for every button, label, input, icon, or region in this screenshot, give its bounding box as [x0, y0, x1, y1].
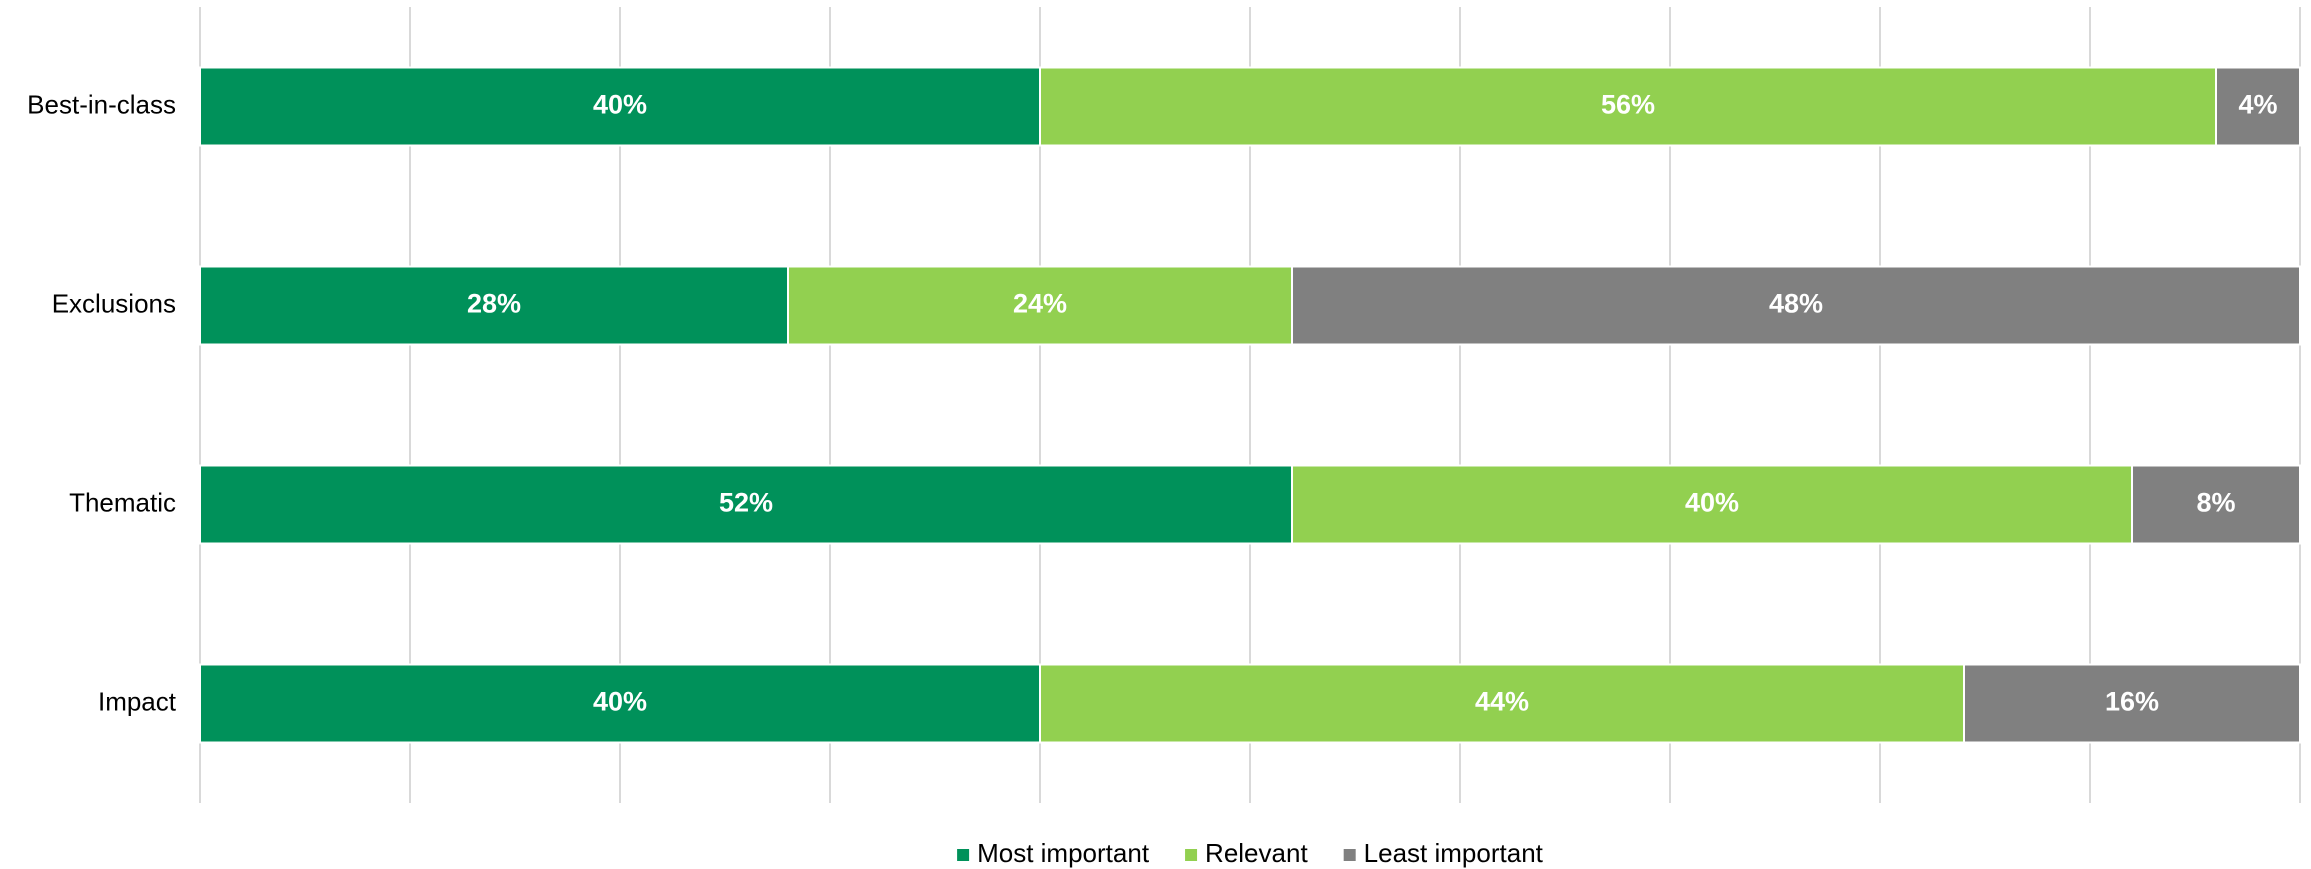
data-label: 40% — [593, 90, 647, 120]
bar-segment — [2215, 66, 2301, 147]
bar-segment — [199, 663, 1041, 744]
y-tick-label: Exclusions — [52, 288, 176, 318]
bar-segment — [2131, 464, 2301, 545]
legend-swatch — [1185, 849, 1198, 861]
data-label: 16% — [2105, 687, 2159, 717]
bar-segment — [787, 265, 1293, 346]
bar-segment — [1963, 663, 2301, 744]
data-label: 4% — [2238, 90, 2277, 120]
data-label: 40% — [593, 687, 647, 717]
legend-label: Most important — [977, 838, 1150, 868]
y-tick-label: Best-in-class — [27, 89, 176, 119]
data-label: 48% — [1769, 289, 1823, 319]
data-label: 8% — [2196, 488, 2235, 518]
y-tick-label: Thematic — [69, 487, 176, 517]
data-label: 56% — [1601, 90, 1655, 120]
data-label: 28% — [467, 289, 521, 319]
legend-swatch — [957, 849, 970, 861]
bar-segment — [199, 265, 789, 346]
bar-segment — [1039, 663, 1965, 744]
legend-swatch — [1343, 849, 1356, 861]
data-label: 24% — [1013, 289, 1067, 319]
bar-segment — [199, 464, 1293, 545]
legend-label: Relevant — [1205, 838, 1308, 868]
data-label: 40% — [1685, 488, 1739, 518]
data-label: 52% — [719, 488, 773, 518]
bar-segment — [1039, 66, 2217, 147]
bar-segment — [199, 66, 1041, 147]
data-label: 44% — [1475, 687, 1529, 717]
legend-label: Least important — [1364, 838, 1544, 868]
bar-segment — [1291, 265, 2301, 346]
y-tick-label: Impact — [98, 686, 177, 716]
